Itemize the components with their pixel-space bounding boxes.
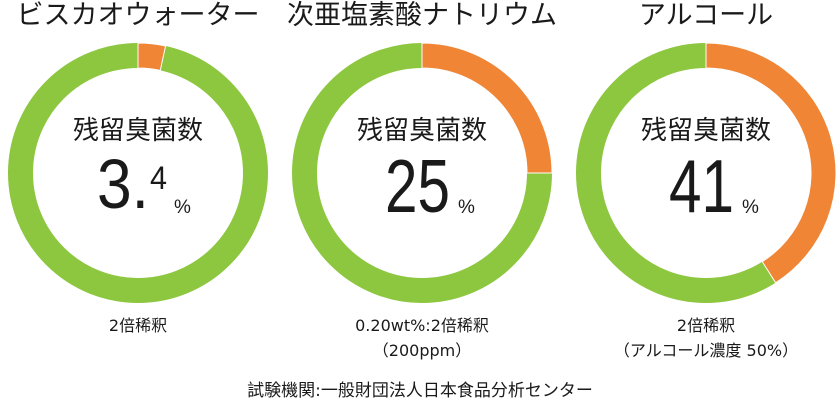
value-unit: % (458, 197, 475, 218)
note-line: 2倍稀釈 (676, 316, 736, 335)
note-line: 0.20wt%:2倍稀釈 (355, 316, 489, 335)
center-label: 残留臭菌数 (73, 116, 203, 146)
chart-notes: 0.20wt%:2倍稀釈 （200ppm） (355, 313, 489, 363)
chart-title: アルコール (638, 0, 774, 31)
center-label: 残留臭菌数 (357, 116, 487, 146)
center-label: 残留臭菌数 (641, 116, 771, 146)
value-readout: 41% (669, 144, 759, 228)
value-number-main: 41 (669, 144, 734, 228)
note-line: 2倍稀釈 (108, 316, 168, 335)
donut-chart: 残留臭菌数 41% (576, 42, 837, 303)
chart-panel-biskao-water: ビスカオウォーター 残留臭菌数 3. 4% 2倍稀釈 (6, 0, 270, 370)
donut-value-segment (705, 42, 837, 284)
value-unit: % (742, 197, 759, 218)
note-line: （200ppm） (372, 341, 472, 360)
donut-value-segment (421, 42, 553, 174)
value-number-main: 3. (97, 145, 149, 223)
chart-title: ビスカオウォーター (16, 0, 260, 31)
donut-chart: 残留臭菌数 25% (292, 42, 553, 303)
chart-panel-sodium-hypochlorite: 次亜塩素酸ナトリウム 残留臭菌数 25% 0.20wt%:2倍稀釈 （200pp… (287, 0, 557, 370)
value-number-main: 25 (385, 144, 450, 228)
value-readout: 3. 4% (97, 145, 191, 223)
donut-value-segment (137, 42, 167, 71)
donut-chart: 残留臭菌数 3. 4% (8, 42, 268, 303)
value-number-decimal: 4 (150, 160, 167, 196)
chart-notes: 2倍稀釈 (109, 313, 167, 338)
value-readout: 25% (385, 144, 475, 228)
chart-title: 次亜塩素酸ナトリウム (287, 0, 557, 31)
value-unit: % (174, 197, 191, 218)
note-line: （アルコール濃度 50%） (613, 341, 799, 360)
chart-notes: 2倍稀釈 （アルコール濃度 50%） (614, 313, 798, 363)
test-institution-note: 試験機関:一般財団法人日本食品分析センター (247, 381, 593, 401)
chart-panel-alcohol: アルコール 残留臭菌数 41% 2倍稀釈 （アルコール濃度 50%） (574, 0, 838, 370)
